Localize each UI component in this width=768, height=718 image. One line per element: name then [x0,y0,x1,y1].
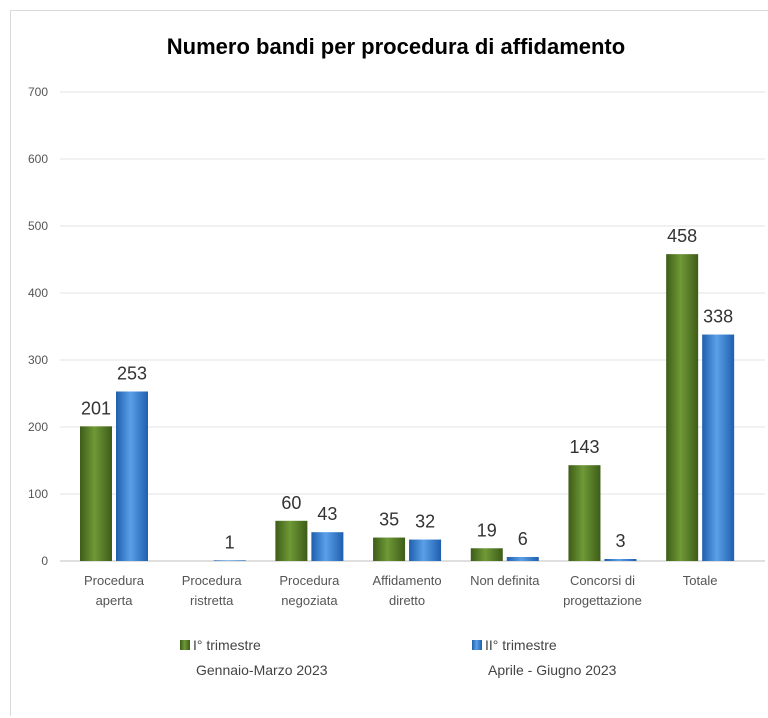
x-axis: Procedura aperta Procedura ristretta Procedu… [84,573,718,608]
y-tick-label: 0 [41,554,48,568]
y-tick-label: 500 [28,219,48,233]
bar [116,391,148,561]
bar [275,520,308,561]
legend-swatch [472,640,482,650]
y-axis: 0 100 200 300 400 500 600 700 [28,85,48,568]
y-tick-label: 600 [28,152,48,166]
chart-title: Numero bandi per procedura di affidament… [167,34,625,59]
bar [311,532,344,561]
x-tick-label: Non definita [470,573,540,588]
data-label: 143 [569,437,599,457]
x-tick-label: Affidamento [373,573,442,588]
bar [409,539,442,561]
data-label: 3 [615,531,625,551]
x-tick-label: Procedura [84,573,145,588]
bar [666,254,699,561]
legend-label: I° trimestre [193,637,261,653]
grid [60,91,765,562]
bars [80,254,735,561]
x-tick-label: ristretta [190,593,234,608]
bar [506,556,539,561]
bar [702,334,735,561]
y-tick-label: 100 [28,487,48,501]
data-label: 19 [477,520,497,540]
data-label: 1 [225,532,235,552]
legend-swatch [180,640,190,650]
legend-sublabel: Aprile - Giugno 2023 [488,662,617,678]
x-tick-label: negoziata [281,593,338,608]
x-tick-label: Totale [683,573,718,588]
y-tick-label: 200 [28,420,48,434]
legend-label: II° trimestre [485,637,557,653]
data-label: 60 [281,493,301,513]
data-label: 43 [317,504,337,524]
y-tick-label: 700 [28,85,48,99]
x-tick-label: diretto [389,593,425,608]
legend-sublabel: Gennaio-Marzo 2023 [196,662,328,678]
x-tick-label: Concorsi di [570,573,635,588]
y-tick-label: 400 [28,286,48,300]
data-label: 338 [703,307,733,327]
bar [213,560,246,561]
x-tick-label: Procedura [182,573,243,588]
bar [604,558,637,561]
y-tick-label: 300 [28,353,48,367]
data-label: 32 [415,512,435,532]
data-label: 35 [379,510,399,530]
bar [470,548,503,561]
chart-frame [10,10,768,716]
data-label: 6 [518,529,528,549]
x-tick-label: Procedura [279,573,340,588]
x-tick-label: progettazione [563,593,642,608]
data-label: 201 [81,398,111,418]
x-tick-label: aperta [96,593,134,608]
bar [80,426,112,561]
bar [373,537,406,561]
data-label: 458 [667,226,697,246]
data-label: 253 [117,363,147,383]
bar [568,465,601,561]
legend: I° trimestre Gennaio-Marzo 2023 II° trimes… [180,637,617,678]
data-labels: 201 253 1 60 43 35 32 19 6 143 3 458 338 [81,226,733,552]
